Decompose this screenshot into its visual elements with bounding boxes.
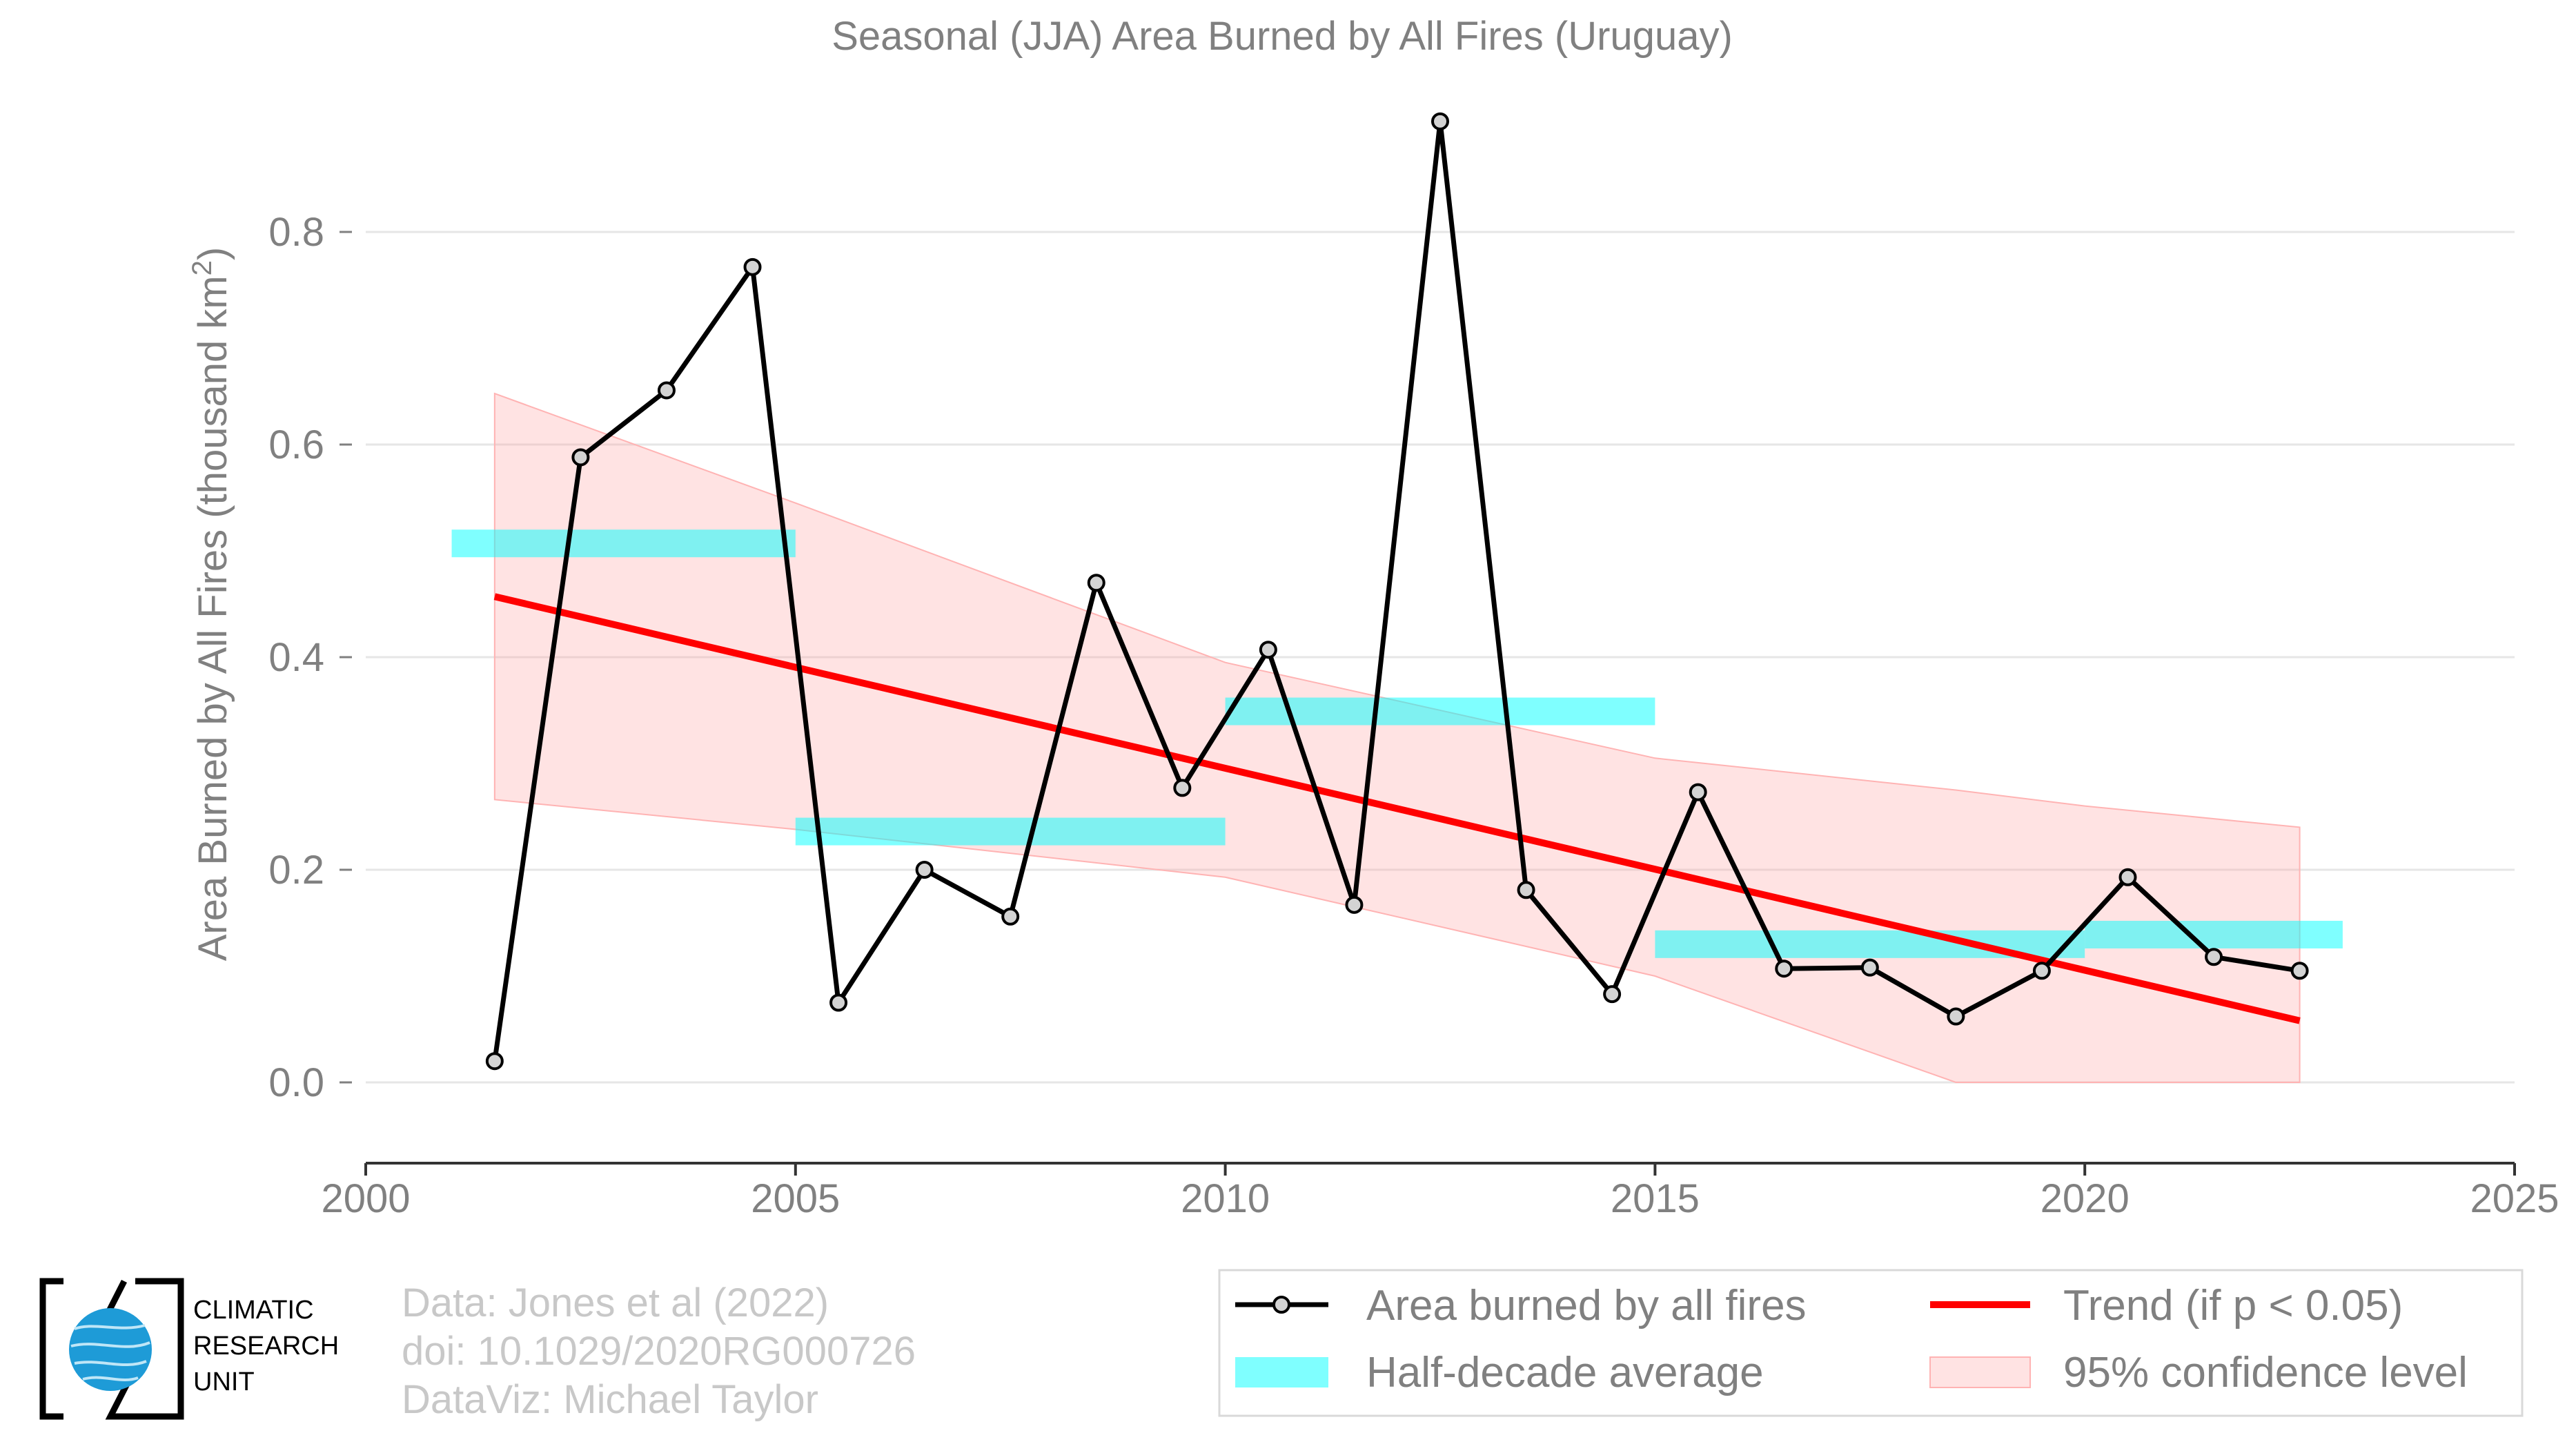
data-point (829, 993, 848, 1012)
data-point (1860, 958, 1879, 977)
credit-dataviz: DataViz: Michael Taylor (402, 1377, 818, 1422)
data-point (1345, 895, 1364, 914)
logo-line2: RESEARCH (193, 1332, 339, 1361)
half-decade-average-bar (1225, 697, 1655, 726)
data-point (1173, 779, 1192, 797)
cru-logo: CLIMATIC RESEARCH UNIT (39, 1278, 339, 1420)
legend-swatch-confidence (1929, 1356, 2031, 1388)
half-decade-average-bar (2085, 920, 2343, 948)
confidence-band (493, 392, 2301, 1083)
data-point (571, 448, 590, 467)
x-tick-label: 2010 (1181, 1176, 1270, 1221)
x-axis: 2000 2005 2010 2015 2020 2025 (321, 1162, 2559, 1221)
legend-label-half-decade: Half-decade average (1366, 1349, 1764, 1396)
legend: Area burned by all fires Half-decade ave… (1218, 1269, 2524, 1417)
x-tick-label: 2005 (751, 1176, 840, 1221)
logo-line1: CLIMATIC (193, 1296, 314, 1325)
y-tick-label: 0.4 (268, 635, 324, 680)
data-point (657, 381, 676, 400)
y-tick-label: 0.8 (268, 210, 324, 255)
credit-doi: doi: 10.1029/2020RG000726 (402, 1329, 916, 1374)
chart-title: Seasonal (JJA) Area Burned by All Fires … (832, 14, 1733, 59)
y-axis-ticks: 0.0 0.2 0.4 0.6 0.8 (268, 210, 352, 1105)
logo-line3: UNIT (193, 1367, 255, 1396)
half-decade-average-layer (451, 529, 2343, 958)
trend-line (493, 593, 2301, 1024)
half-decade-average-bar (795, 817, 1226, 846)
series-layer (485, 112, 2309, 1071)
legend-box (1218, 1269, 2524, 1417)
data-point (485, 1052, 504, 1071)
data-point (1689, 783, 1707, 801)
data-point (2118, 868, 2137, 886)
data-point (2290, 962, 2309, 980)
half-decade-average-bar (451, 529, 796, 558)
data-point (1431, 112, 1449, 130)
data-point (2205, 948, 2223, 966)
legend-label-trend: Trend (if p < 0.05) (2063, 1282, 2403, 1330)
confidence-band-layer (493, 392, 2301, 1083)
y-axis-label-sup: 2 (187, 260, 217, 275)
legend-marker-area-burned (1272, 1296, 1290, 1314)
data-point (2032, 962, 2051, 980)
x-tick-label: 2015 (1611, 1176, 1700, 1221)
legend-label-confidence: 95% confidence level (2063, 1349, 2468, 1396)
data-point (1775, 960, 1793, 978)
y-tick-label: 0.6 (268, 422, 324, 467)
x-tick-label: 2020 (2041, 1176, 2130, 1221)
legend-swatch-half-decade (1235, 1357, 1328, 1387)
data-point (1517, 881, 1535, 899)
credits: Data: Jones et al (2022) doi: 10.1029/20… (402, 1280, 916, 1422)
data-point (1947, 1007, 1965, 1026)
y-axis-label-main: Area Burned by All Fires (thousand km (190, 275, 235, 961)
y-tick-label: 0.2 (268, 848, 324, 893)
globe-swirl-icon (70, 1324, 150, 1381)
x-tick-label: 2025 (2470, 1176, 2559, 1221)
data-point (1001, 907, 1020, 926)
y-axis-label-end: ) (190, 247, 235, 260)
x-tick-label: 2000 (321, 1176, 410, 1221)
series-line-area-burned (492, 119, 2301, 1062)
data-point (915, 861, 934, 879)
y-axis-label: Area Burned by All Fires (thousand km2) (187, 247, 235, 962)
credit-data: Data: Jones et al (2022) (402, 1280, 829, 1325)
data-point (743, 257, 762, 276)
data-point (1603, 985, 1622, 1004)
data-point (1087, 574, 1105, 592)
trend-layer (493, 593, 2301, 1024)
y-tick-label: 0.0 (268, 1060, 324, 1105)
data-point (1259, 641, 1277, 659)
legend-label-area-burned: Area burned by all fires (1366, 1282, 1807, 1330)
